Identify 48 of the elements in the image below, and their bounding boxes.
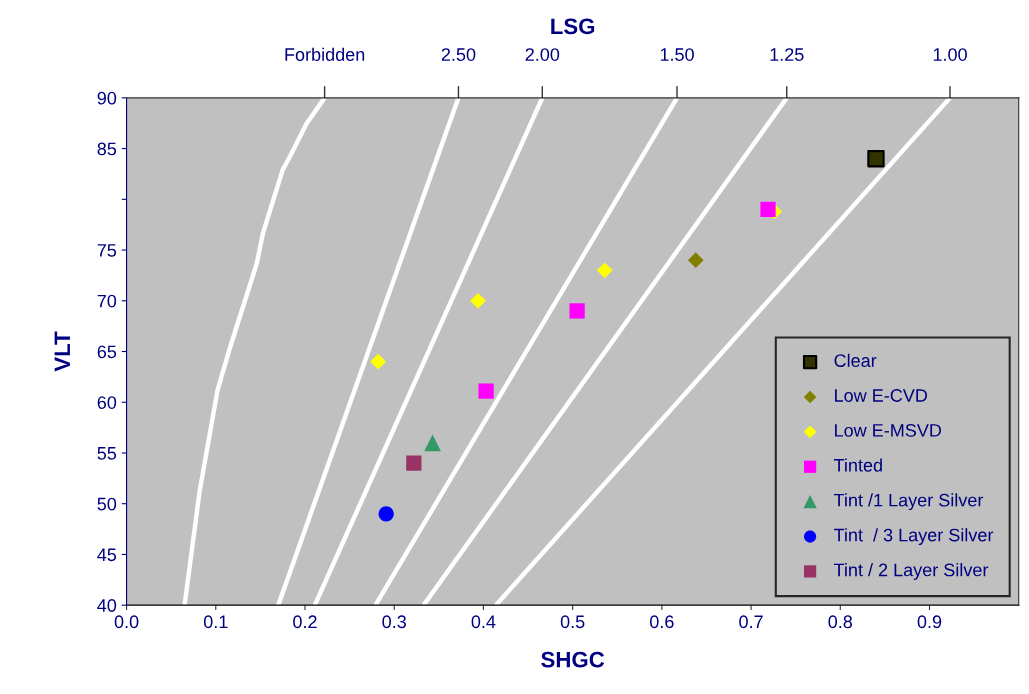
chart-title: LSG [551,18,595,35]
x-axis-title: SHGC [541,651,605,668]
point [378,506,394,522]
x-tick-label: 0.6 [650,615,674,629]
point [478,383,494,399]
point [687,252,704,269]
y-tick-label: 55 [97,447,117,460]
point [470,292,486,309]
point [569,303,585,319]
x-tick-label: 0.0 [114,615,139,629]
annotation: 2.00 [525,48,560,61]
y-tick-label: 85 [97,142,117,156]
point [596,262,613,279]
y-tick-label: 40 [97,599,117,612]
x-tick-label: 0.2 [293,615,317,629]
x-tick-label: 0.5 [560,615,585,629]
y-tick-label: 45 [97,548,117,562]
legend-label: Tint / 2 Layer Silver [833,563,989,580]
legend-label: Low E-CVD [835,389,928,402]
x-tick-label: 0.1 [203,615,228,629]
legend-label: Tint / 3 Layer Silver [833,528,994,545]
point [424,434,441,452]
legend-label: Tinted [833,458,882,472]
x-tick-label: 0.3 [382,615,406,629]
point [370,353,387,370]
annotation: 1.50 [660,48,694,61]
y-tick-label: 50 [97,497,117,511]
y-tick-label: 75 [97,244,117,257]
point [406,455,422,471]
y-tick-label: 60 [97,396,117,409]
x-tick-label: 0.9 [917,615,942,629]
y-tick-label: 90 [97,91,117,105]
annotation: Forbidden [285,47,365,61]
x-tick-label: 0.7 [739,615,763,629]
legend-label: Tint /1 Layer Silver [833,493,984,511]
y-tick-label: 65 [97,345,117,359]
annotation: 2.50 [441,48,476,61]
point [867,150,885,168]
x-tick-label: 0.8 [828,615,853,629]
legend-label: Low E-MSVD [835,423,942,437]
annotation: 1.00 [933,48,967,61]
legend-label: Clear [834,353,877,367]
y-tick-label: 70 [97,294,117,308]
x-tick-label: 0.4 [471,615,496,629]
y-axis-title: VLT [54,331,70,372]
annotation: 1.25 [770,48,804,61]
line-series [182,97,327,606]
point [760,201,776,218]
